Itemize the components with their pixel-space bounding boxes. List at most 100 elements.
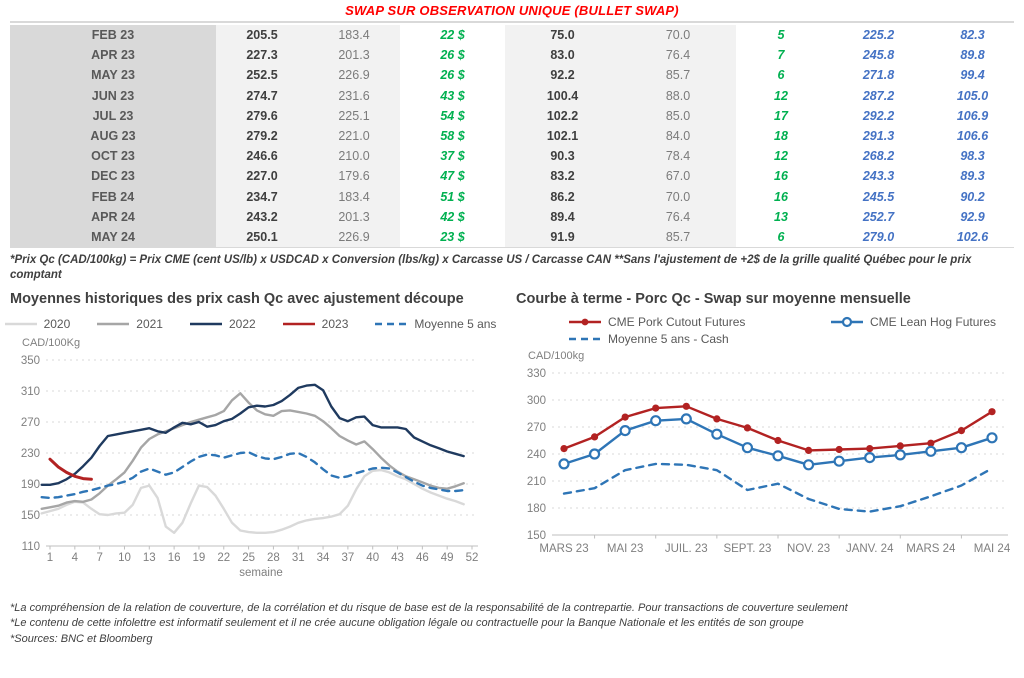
month-cell: APR 23 bbox=[10, 45, 216, 66]
historical-chart-unit-label: CAD/100Kg bbox=[22, 336, 81, 349]
value-cell: 76.4 bbox=[620, 45, 736, 66]
legend-item: 2022 bbox=[189, 317, 256, 331]
forward-chart-unit-label: CAD/100kg bbox=[528, 349, 585, 362]
value-cell: 279.6 bbox=[216, 105, 308, 126]
value-cell: 37 $ bbox=[440, 149, 465, 164]
legend-label: CME Pork Cutout Futures bbox=[608, 314, 746, 329]
value-cell: 102.6 bbox=[956, 229, 989, 244]
newsletter-page: SWAP SUR OBSERVATION UNIQUE (BULLET SWAP… bbox=[4, 3, 1018, 646]
divider bbox=[10, 21, 1014, 23]
month-cell: APR 24 bbox=[10, 206, 216, 227]
svg-text:43: 43 bbox=[391, 552, 404, 564]
month-cell: MAY 24 bbox=[10, 226, 216, 248]
legend-line-swatch bbox=[189, 322, 222, 325]
value-cell: 205.5 bbox=[216, 25, 308, 46]
value-cell: 252.7 bbox=[862, 209, 895, 224]
value-cell: 243.2 bbox=[216, 206, 308, 227]
legend-label: 2021 bbox=[136, 316, 163, 331]
value-cell: 51 $ bbox=[440, 189, 465, 204]
forward-chart-legend: CME Pork Cutout Futures CME Lean Hog Futu… bbox=[516, 315, 1018, 346]
value-cell: 92.9 bbox=[960, 209, 985, 224]
value-cell: 92.2 bbox=[505, 65, 620, 86]
forward-curve-chart-card: Courbe à terme - Porc Qc - Swap sur moye… bbox=[516, 291, 1018, 587]
svg-text:semaine: semaine bbox=[239, 567, 282, 579]
svg-text:10: 10 bbox=[118, 552, 131, 564]
legend-item: Moyenne 5 ans - Cash bbox=[568, 332, 830, 346]
footnote-line: *La compréhension de la relation de couv… bbox=[10, 601, 848, 614]
svg-text:110: 110 bbox=[22, 541, 40, 553]
value-cell: 67.0 bbox=[620, 166, 736, 187]
historical-prices-chart-card: Moyennes historiques des prix cash Qc av… bbox=[4, 290, 496, 587]
value-cell: 26 $ bbox=[440, 68, 465, 83]
value-cell: 42 $ bbox=[440, 209, 465, 224]
value-cell: 84.0 bbox=[620, 125, 736, 147]
svg-text:37: 37 bbox=[341, 552, 354, 564]
svg-text:150: 150 bbox=[21, 510, 40, 522]
svg-text:300: 300 bbox=[527, 395, 546, 407]
value-cell: 226.9 bbox=[308, 65, 400, 86]
svg-text:180: 180 bbox=[527, 503, 546, 515]
value-cell: 85.7 bbox=[620, 65, 736, 86]
value-cell: 245.8 bbox=[862, 48, 895, 63]
value-cell: 252.5 bbox=[216, 65, 308, 86]
month-cell: AUG 23 bbox=[10, 125, 216, 147]
value-cell: 6 bbox=[777, 229, 785, 244]
svg-text:240: 240 bbox=[527, 449, 546, 461]
svg-text:MAI 24: MAI 24 bbox=[974, 543, 1011, 555]
value-cell: 86.2 bbox=[505, 186, 620, 207]
value-cell: 12 bbox=[774, 88, 788, 103]
value-cell: 234.7 bbox=[216, 186, 308, 207]
value-cell: 210.0 bbox=[308, 146, 400, 167]
value-cell: 54 $ bbox=[440, 108, 465, 123]
value-cell: 12 bbox=[774, 149, 788, 164]
value-cell: 102.2 bbox=[505, 105, 620, 126]
value-cell: 201.3 bbox=[308, 206, 400, 227]
value-cell: 43 $ bbox=[440, 88, 465, 103]
value-cell: 226.9 bbox=[308, 226, 400, 248]
legend-line-swatch bbox=[569, 337, 601, 340]
svg-text:330: 330 bbox=[527, 368, 546, 380]
month-cell: MAY 23 bbox=[10, 65, 216, 86]
value-cell: 22 $ bbox=[440, 28, 465, 42]
value-cell: 88.0 bbox=[620, 85, 736, 106]
month-cell: DEC 23 bbox=[10, 166, 216, 187]
svg-text:MARS 23: MARS 23 bbox=[539, 543, 588, 555]
value-cell: 225.1 bbox=[308, 105, 400, 126]
value-cell: 18 bbox=[774, 128, 788, 143]
svg-text:46: 46 bbox=[416, 552, 429, 564]
value-cell: 23 $ bbox=[440, 229, 465, 244]
legend-line-swatch bbox=[282, 322, 315, 325]
value-cell: 76.4 bbox=[620, 206, 736, 227]
month-cell: OCT 23 bbox=[10, 146, 216, 167]
svg-text:NOV. 23: NOV. 23 bbox=[787, 543, 830, 555]
svg-text:31: 31 bbox=[292, 552, 305, 564]
value-cell: 16 bbox=[774, 189, 788, 204]
value-cell: 99.4 bbox=[960, 68, 985, 83]
historical-prices-line-chart: 110 150 190 230 270 310 350 1 4 7 10 13 16 19 22 25 28 31… bbox=[21, 355, 479, 579]
svg-text:19: 19 bbox=[193, 552, 206, 564]
legend-label: 2020 bbox=[43, 316, 71, 331]
svg-text:JANV. 24: JANV. 24 bbox=[846, 543, 894, 555]
legend-line-swatch bbox=[569, 318, 601, 325]
legend-item: 2020 bbox=[4, 316, 71, 331]
value-cell: 16 bbox=[774, 169, 788, 184]
value-cell: 271.8 bbox=[862, 68, 895, 83]
swap-pricing-table: FEB 23 205.5 183.4 22 $75.0 70.0 5 225.2 82.3 AP… bbox=[10, 25, 1014, 249]
value-cell: 225.2 bbox=[862, 28, 895, 42]
legend-item: 2021 bbox=[96, 317, 163, 331]
svg-text:22: 22 bbox=[217, 552, 230, 564]
historical-chart-title: Moyennes historiques des prix cash Qc av… bbox=[10, 290, 464, 307]
value-cell: 274.7 bbox=[216, 85, 308, 106]
value-cell: 106.9 bbox=[956, 108, 989, 123]
value-cell: 105.0 bbox=[956, 88, 989, 103]
page-title: SWAP SUR OBSERVATION UNIQUE (BULLET SWAP… bbox=[345, 3, 679, 18]
price-formula-footnote: *Prix Qc (CAD/100kg) = Prix CME (cent US… bbox=[10, 254, 972, 281]
footnote-line: *Le contenu de cette infolettre est info… bbox=[10, 617, 804, 630]
svg-text:4: 4 bbox=[72, 552, 79, 564]
svg-text:40: 40 bbox=[366, 552, 379, 564]
value-cell: 26 $ bbox=[440, 48, 465, 63]
svg-text:1: 1 bbox=[47, 552, 53, 564]
footnote-line: *Sources: BNC et Bloomberg bbox=[10, 633, 153, 646]
svg-text:270: 270 bbox=[21, 417, 40, 429]
value-cell: 85.0 bbox=[620, 105, 736, 126]
